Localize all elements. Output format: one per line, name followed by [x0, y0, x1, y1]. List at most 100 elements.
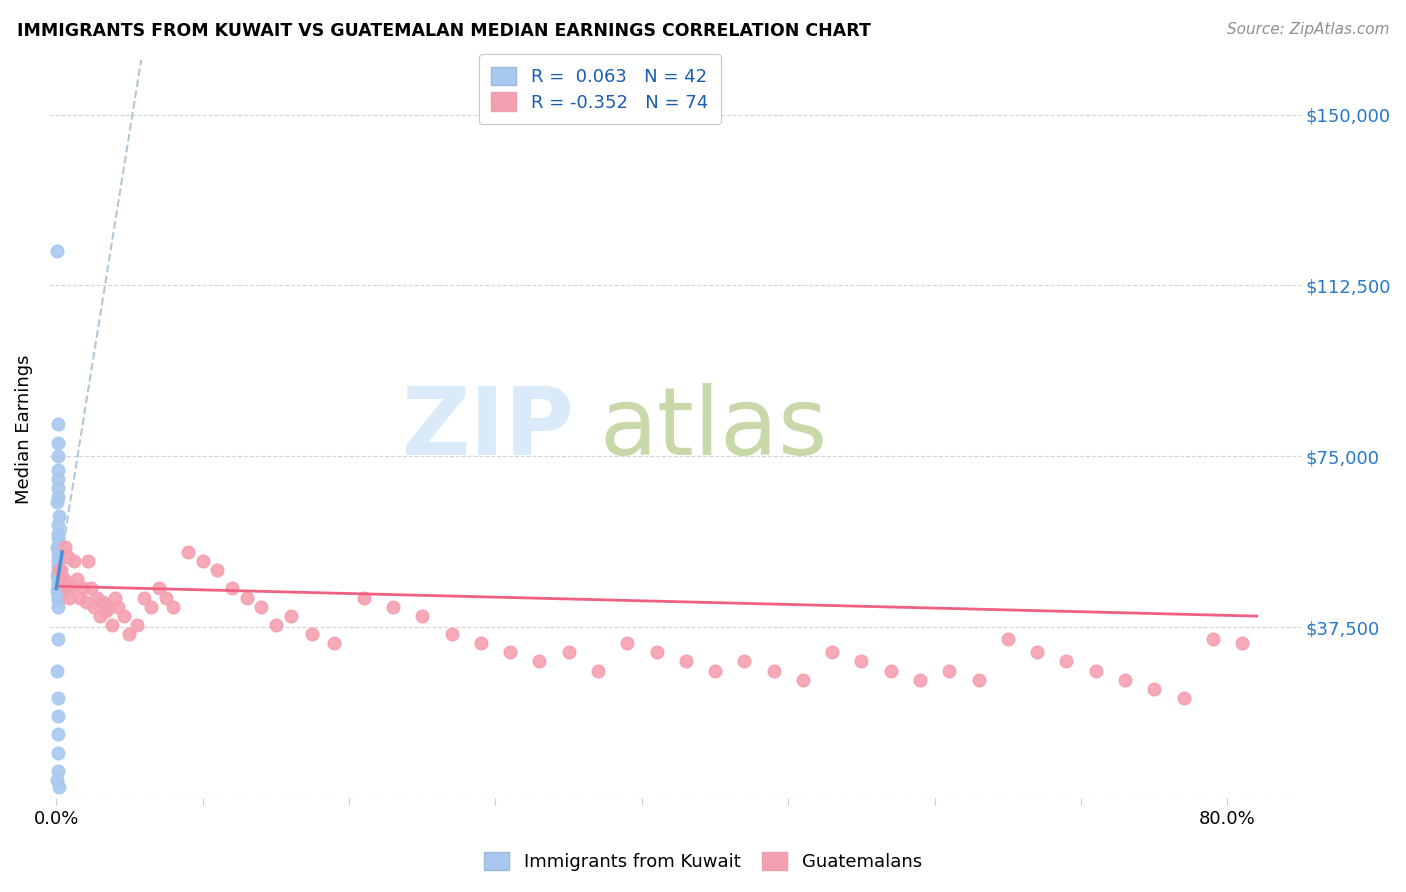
Point: [1084, 664, 1107, 678]
Point: [301, 627, 323, 641]
Point: [46, 591, 69, 605]
Point: [46, 664, 69, 678]
Point: [851, 654, 873, 668]
Point: [46, 463, 69, 477]
Point: [104, 591, 127, 605]
Point: [221, 582, 243, 596]
Point: [46, 495, 69, 509]
Point: [557, 645, 579, 659]
Point: [46, 632, 69, 646]
Point: [83, 599, 105, 614]
Point: [89, 608, 111, 623]
Point: [46, 532, 69, 546]
Point: [86, 591, 108, 605]
Point: [48, 508, 70, 523]
Point: [48, 780, 70, 794]
Point: [46, 566, 69, 580]
Point: [46, 583, 69, 598]
Point: [46, 577, 69, 591]
Point: [46, 574, 69, 589]
Point: [148, 582, 170, 596]
Point: [1143, 681, 1166, 696]
Point: [46, 244, 69, 259]
Point: [46, 563, 69, 577]
Point: [46, 481, 69, 495]
Point: [72, 582, 94, 596]
Point: [821, 645, 844, 659]
Text: ZIP: ZIP: [402, 383, 575, 475]
Point: [529, 654, 551, 668]
Point: [80, 582, 103, 596]
Point: [56, 549, 79, 564]
Point: [46, 517, 69, 532]
Point: [967, 673, 990, 687]
Point: [98, 599, 121, 614]
Y-axis label: Median Earnings: Median Earnings: [15, 354, 32, 504]
Point: [1202, 632, 1225, 646]
Point: [46, 570, 69, 584]
Point: [52, 573, 75, 587]
Point: [1230, 636, 1253, 650]
Point: [55, 582, 77, 596]
Point: [46, 709, 69, 723]
Legend: R =  0.063   N = 42, R = -0.352   N = 74: R = 0.063 N = 42, R = -0.352 N = 74: [478, 54, 721, 124]
Point: [77, 554, 100, 568]
Point: [177, 545, 200, 559]
Point: [46, 746, 69, 760]
Point: [51, 573, 73, 587]
Point: [323, 636, 346, 650]
Point: [46, 599, 69, 614]
Point: [46, 472, 69, 486]
Point: [191, 554, 214, 568]
Point: [125, 618, 148, 632]
Point: [470, 636, 492, 650]
Point: [46, 417, 69, 432]
Point: [586, 664, 609, 678]
Point: [46, 764, 69, 778]
Point: [880, 664, 903, 678]
Point: [1026, 645, 1049, 659]
Point: [46, 549, 69, 564]
Point: [46, 573, 69, 587]
Point: [91, 595, 114, 609]
Point: [46, 579, 69, 593]
Point: [63, 554, 86, 568]
Point: [46, 545, 69, 559]
Point: [59, 582, 82, 596]
Point: [645, 645, 668, 659]
Point: [46, 491, 69, 505]
Point: [46, 526, 69, 541]
Point: [141, 599, 163, 614]
Point: [908, 673, 931, 687]
Point: [250, 599, 273, 614]
Point: [66, 573, 89, 587]
Point: [101, 618, 124, 632]
Point: [53, 541, 76, 555]
Point: [46, 727, 69, 741]
Point: [762, 664, 785, 678]
Point: [264, 618, 287, 632]
Text: IMMIGRANTS FROM KUWAIT VS GUATEMALAN MEDIAN EARNINGS CORRELATION CHART: IMMIGRANTS FROM KUWAIT VS GUATEMALAN MED…: [17, 22, 870, 40]
Point: [46, 558, 69, 573]
Text: Source: ZipAtlas.com: Source: ZipAtlas.com: [1226, 22, 1389, 37]
Point: [46, 582, 69, 596]
Point: [938, 664, 960, 678]
Point: [46, 586, 69, 600]
Point: [46, 567, 69, 582]
Point: [107, 599, 129, 614]
Point: [46, 772, 69, 787]
Point: [235, 591, 257, 605]
Point: [46, 541, 69, 555]
Point: [75, 595, 97, 609]
Text: atlas: atlas: [600, 383, 828, 475]
Point: [280, 608, 302, 623]
Point: [46, 690, 69, 705]
Point: [46, 593, 69, 607]
Legend: Immigrants from Kuwait, Guatemalans: Immigrants from Kuwait, Guatemalans: [477, 845, 929, 879]
Point: [675, 654, 697, 668]
Point: [792, 673, 814, 687]
Point: [48, 435, 70, 450]
Point: [48, 554, 70, 568]
Point: [1114, 673, 1136, 687]
Point: [704, 664, 727, 678]
